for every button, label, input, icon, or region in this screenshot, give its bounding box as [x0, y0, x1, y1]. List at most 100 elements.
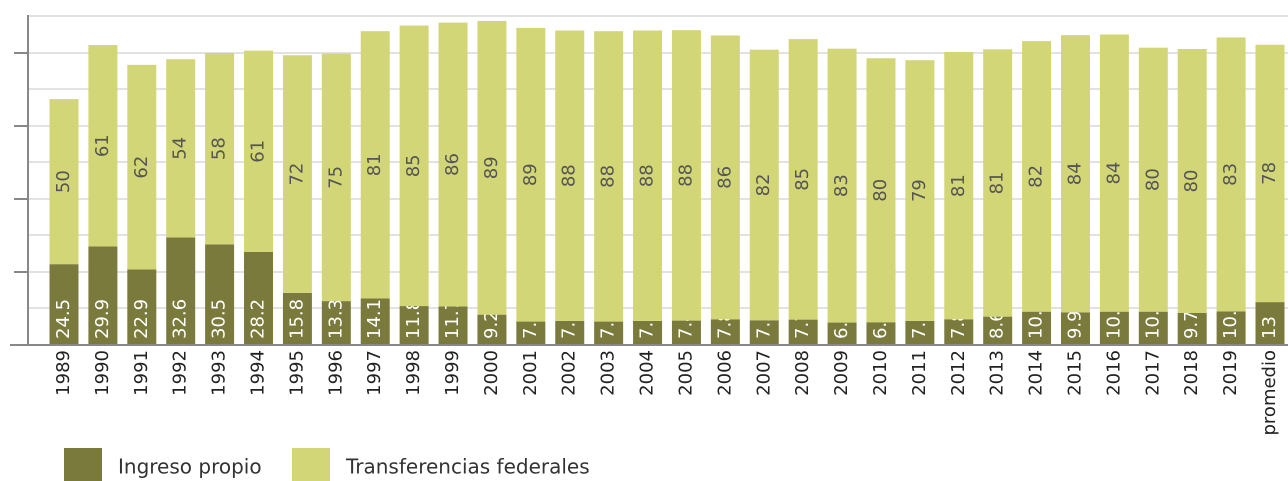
data-label: 11.8 — [403, 299, 424, 339]
x-tick-label: 2012 — [948, 350, 969, 396]
bar-segment — [944, 51, 974, 320]
bar-segment — [205, 52, 235, 245]
legend-swatch — [64, 448, 102, 481]
bar-segment — [321, 301, 351, 345]
bar-segment — [710, 319, 740, 345]
bar-segment — [516, 321, 546, 345]
x-tick-label: 2002 — [559, 350, 580, 396]
bar-segment — [788, 319, 818, 345]
data-label: 72 — [286, 163, 307, 186]
bar-segment — [827, 48, 857, 323]
data-label: 88 — [598, 165, 619, 188]
bar-segment — [244, 251, 274, 345]
x-tick-label: 1996 — [325, 350, 346, 396]
bar-segment — [282, 292, 312, 345]
data-label: 86 — [714, 166, 735, 189]
bar-segment — [438, 22, 468, 307]
bar-segment — [438, 306, 468, 345]
data-label: 82 — [1026, 165, 1047, 188]
data-label: 9.7 — [1181, 310, 1202, 339]
data-label: 32.6 — [170, 299, 191, 339]
bar-segment — [88, 45, 118, 247]
data-label: 8.6 — [987, 310, 1008, 339]
data-label: 24.5 — [53, 299, 74, 339]
bar-segment — [1138, 47, 1168, 312]
data-label: 11.7 — [442, 299, 463, 339]
x-tick-label: promedio — [1259, 350, 1280, 436]
bar-segment — [166, 237, 196, 345]
x-tick-label: 1998 — [403, 350, 424, 396]
bar-segment — [905, 60, 935, 321]
x-tick-label: 2008 — [792, 350, 813, 396]
bar-segment — [749, 49, 779, 321]
bar-segment — [710, 35, 740, 320]
bar-segment — [1022, 41, 1052, 312]
x-tick-label: 2019 — [1220, 350, 1241, 396]
data-label: 15.8 — [286, 299, 307, 339]
data-label: 80 — [1142, 168, 1163, 191]
bar-segment — [127, 269, 157, 345]
bar-segment — [1099, 311, 1129, 345]
bar-segment — [866, 322, 896, 345]
x-tick-label: 1999 — [442, 350, 463, 396]
bar-segment — [49, 99, 79, 265]
bar-segment — [1216, 311, 1246, 345]
x-tick-label: 2003 — [598, 350, 619, 396]
data-label: 85 — [403, 154, 424, 177]
bar-segment — [1060, 35, 1090, 313]
legend-label: Transferencias federales — [345, 455, 590, 479]
bar-segment — [360, 31, 390, 299]
x-tick-label: 2011 — [909, 350, 930, 396]
data-label: 30.5 — [209, 299, 230, 339]
data-label: 82 — [753, 173, 774, 196]
bar-segment — [244, 50, 274, 252]
data-label: 86 — [442, 153, 463, 176]
data-label: 84 — [1103, 162, 1124, 185]
data-label: 89 — [520, 163, 541, 186]
bar-segment — [866, 58, 896, 323]
x-tick-label: 2014 — [1026, 350, 1047, 396]
bar-segment — [282, 55, 312, 293]
bar-segment — [1138, 311, 1168, 345]
x-tick-label: 2007 — [753, 350, 774, 396]
data-label: 88 — [559, 164, 580, 187]
bar-segment — [555, 320, 585, 345]
data-label: 79 — [909, 179, 930, 202]
bar-segment — [399, 306, 429, 345]
bar-segment — [166, 59, 196, 238]
bar-segment — [671, 320, 701, 345]
x-tick-label: 1994 — [248, 350, 269, 396]
data-label: 85 — [792, 168, 813, 191]
x-tick-label: 1991 — [131, 350, 152, 396]
bar-segment — [1099, 34, 1129, 312]
x-tick-label: 1990 — [92, 350, 113, 396]
bars: 24.5 50 1989 29.9 61 1990 22.9 62 1991 32.6 54 1992… — [49, 20, 1285, 436]
x-tick-label: 2010 — [870, 350, 891, 396]
x-tick-label: 2017 — [1142, 350, 1163, 396]
data-label: 22.9 — [131, 299, 152, 339]
x-tick-label: 1989 — [53, 350, 74, 396]
x-tick-label: 1995 — [286, 350, 307, 396]
bar-segment — [594, 321, 624, 345]
bar-segment — [983, 316, 1013, 345]
bar-segment — [49, 264, 79, 345]
x-tick-label: 2013 — [987, 350, 1008, 396]
bar-segment — [1022, 311, 1052, 345]
bar-segment — [671, 30, 701, 321]
data-label: 58 — [209, 137, 230, 160]
bar-segment — [555, 30, 585, 321]
data-label: 9.9 — [1064, 310, 1085, 339]
bar-segment — [88, 246, 118, 345]
bar-segment — [1177, 48, 1207, 313]
data-label: 14.1 — [364, 299, 385, 339]
x-tick-label: 1992 — [170, 350, 191, 396]
bar-segment — [788, 39, 818, 320]
x-tick-label: 1997 — [364, 350, 385, 396]
data-label: 80 — [1181, 170, 1202, 193]
data-label: 80 — [870, 179, 891, 202]
x-tick-label: 2005 — [675, 350, 696, 396]
bar-segment — [983, 49, 1013, 317]
x-tick-label: 2018 — [1181, 350, 1202, 396]
bar-segment — [594, 31, 624, 322]
